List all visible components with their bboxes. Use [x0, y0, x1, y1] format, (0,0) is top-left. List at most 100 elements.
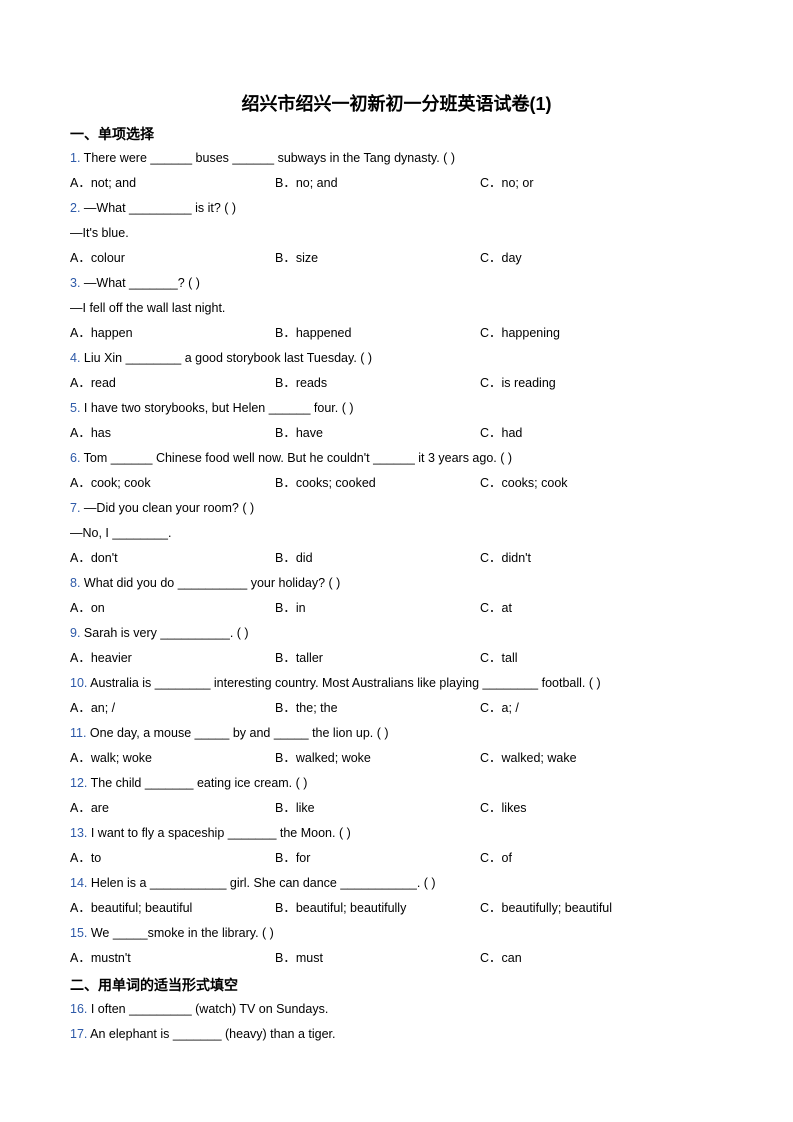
question-text: I often _________ (watch) TV on Sundays.: [87, 1002, 328, 1016]
choice-a: A．cook; cook: [70, 471, 275, 496]
choice-a: A．don't: [70, 546, 275, 571]
choice-b: B．for: [275, 846, 480, 871]
choice-a: A．are: [70, 796, 275, 821]
choice-a: A．colour: [70, 246, 275, 271]
choice-b: B．have: [275, 421, 480, 446]
choices-row: A．mustn'tB．mustC．can: [70, 946, 723, 971]
choices-row: A．happenB．happenedC．happening: [70, 321, 723, 346]
question-text: Australia is ________ interesting countr…: [87, 676, 600, 690]
choice-c: C．happening: [480, 321, 685, 346]
question-number: 7.: [70, 501, 80, 515]
question-number: 11.: [70, 726, 86, 740]
choices-row: A．readB．readsC．is reading: [70, 371, 723, 396]
question-extra: —No, I ________.: [70, 521, 723, 546]
choice-a: A．happen: [70, 321, 275, 346]
question-line: 10. Australia is ________ interesting co…: [70, 671, 723, 696]
question-number: 9.: [70, 626, 80, 640]
question-number: 3.: [70, 276, 80, 290]
question-extra: —It's blue.: [70, 221, 723, 246]
choice-c: C．can: [480, 946, 685, 971]
choice-b: B．the; the: [275, 696, 480, 721]
section-1-title: 一、单项选择: [70, 124, 723, 144]
page-title: 绍兴市绍兴一初新初一分班英语试卷(1): [70, 90, 723, 116]
choice-b: B．cooks; cooked: [275, 471, 480, 496]
question-text: There were ______ buses ______ subways i…: [80, 151, 455, 165]
question-line: 5. I have two storybooks, but Helen ____…: [70, 396, 723, 421]
question-text: What did you do __________ your holiday?…: [80, 576, 340, 590]
choice-b: B．beautiful; beautifully: [275, 896, 480, 921]
choice-c: C．no; or: [480, 171, 685, 196]
choice-b: B．happened: [275, 321, 480, 346]
question-text: I want to fly a spaceship _______ the Mo…: [87, 826, 350, 840]
choice-c: C．at: [480, 596, 685, 621]
question-text: —What _______? ( ): [80, 276, 200, 290]
question-line: 15. We _____smoke in the library. ( ): [70, 921, 723, 946]
question-number: 10.: [70, 676, 87, 690]
choice-b: B．reads: [275, 371, 480, 396]
choice-a: A．mustn't: [70, 946, 275, 971]
exam-page: 绍兴市绍兴一初新初一分班英语试卷(1) 一、单项选择 1. There were…: [0, 0, 793, 1107]
question-line: 6. Tom ______ Chinese food well now. But…: [70, 446, 723, 471]
question-number: 14.: [70, 876, 87, 890]
choices-row: A．walk; wokeB．walked; wokeC．walked; wake: [70, 746, 723, 771]
choice-a: A．to: [70, 846, 275, 871]
choice-a: A．read: [70, 371, 275, 396]
choices-row: A．colourB．sizeC．day: [70, 246, 723, 271]
question-number: 6.: [70, 451, 80, 465]
question-text: One day, a mouse _____ by and _____ the …: [86, 726, 388, 740]
question-text: —Did you clean your room? ( ): [80, 501, 254, 515]
choice-a: A．not; and: [70, 171, 275, 196]
question-text: —What _________ is it? ( ): [80, 201, 236, 215]
question-number: 17.: [70, 1027, 87, 1041]
question-text: Tom ______ Chinese food well now. But he…: [80, 451, 512, 465]
question-text: Sarah is very __________. ( ): [80, 626, 248, 640]
choice-c: C．cooks; cook: [480, 471, 685, 496]
question-line: 16. I often _________ (watch) TV on Sund…: [70, 997, 723, 1022]
choice-c: C．a; /: [480, 696, 685, 721]
question-text: I have two storybooks, but Helen ______ …: [80, 401, 353, 415]
choice-c: C．is reading: [480, 371, 685, 396]
choice-a: A．an; /: [70, 696, 275, 721]
choice-c: C．had: [480, 421, 685, 446]
question-number: 4.: [70, 351, 80, 365]
question-line: 17. An elephant is _______ (heavy) than …: [70, 1022, 723, 1047]
section-2: 16. I often _________ (watch) TV on Sund…: [70, 997, 723, 1047]
question-number: 13.: [70, 826, 87, 840]
choice-c: C．day: [480, 246, 685, 271]
choice-a: A．heavier: [70, 646, 275, 671]
question-line: 11. One day, a mouse _____ by and _____ …: [70, 721, 723, 746]
question-number: 5.: [70, 401, 80, 415]
choice-c: C．walked; wake: [480, 746, 685, 771]
choices-row: A．beautiful; beautifulB．beautiful; beaut…: [70, 896, 723, 921]
choice-b: B．walked; woke: [275, 746, 480, 771]
choice-c: C．likes: [480, 796, 685, 821]
choice-a: A．has: [70, 421, 275, 446]
choice-b: B．in: [275, 596, 480, 621]
choice-a: A．on: [70, 596, 275, 621]
choice-c: C．tall: [480, 646, 685, 671]
question-number: 15.: [70, 926, 87, 940]
question-line: 7. —Did you clean your room? ( ): [70, 496, 723, 521]
question-line: 8. What did you do __________ your holid…: [70, 571, 723, 596]
choices-row: A．not; andB．no; andC．no; or: [70, 171, 723, 196]
choice-c: C．beautifully; beautiful: [480, 896, 685, 921]
choices-row: A．areB．likeC．likes: [70, 796, 723, 821]
question-text: Helen is a ___________ girl. She can dan…: [87, 876, 435, 890]
question-extra: —I fell off the wall last night.: [70, 296, 723, 321]
choices-row: A．cook; cookB．cooks; cookedC．cooks; cook: [70, 471, 723, 496]
choice-b: B．did: [275, 546, 480, 571]
choice-b: B．taller: [275, 646, 480, 671]
question-number: 16.: [70, 1002, 87, 1016]
question-line: 9. Sarah is very __________. ( ): [70, 621, 723, 646]
choice-b: B．like: [275, 796, 480, 821]
section-2-title: 二、用单词的适当形式填空: [70, 975, 723, 995]
question-line: 1. There were ______ buses ______ subway…: [70, 146, 723, 171]
question-text: Liu Xin ________ a good storybook last T…: [80, 351, 372, 365]
choices-row: A．an; /B．the; theC．a; /: [70, 696, 723, 721]
choice-b: B．no; and: [275, 171, 480, 196]
choices-row: A．toB．forC．of: [70, 846, 723, 871]
question-line: 12. The child _______ eating ice cream. …: [70, 771, 723, 796]
question-text: The child _______ eating ice cream. ( ): [87, 776, 307, 790]
question-number: 12.: [70, 776, 87, 790]
choices-row: A．don'tB．didC．didn't: [70, 546, 723, 571]
